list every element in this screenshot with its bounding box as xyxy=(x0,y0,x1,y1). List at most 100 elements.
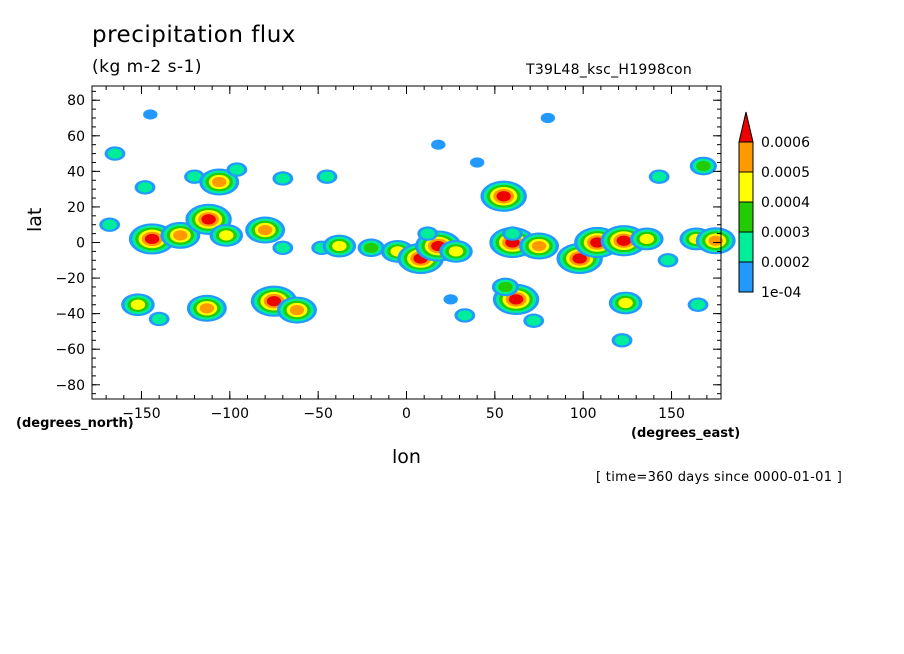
precip-cell xyxy=(608,291,643,315)
precip-cell xyxy=(695,227,736,255)
precip-contour xyxy=(219,230,234,241)
precip-contour xyxy=(319,171,335,182)
precip-contour xyxy=(431,139,446,150)
precip-contour xyxy=(229,164,245,175)
x-axis-units-label: (degrees_east) xyxy=(631,426,741,441)
x-tick-label: 100 xyxy=(570,406,597,422)
precip-cell xyxy=(245,216,286,244)
precip-cell xyxy=(611,333,633,348)
precip-cell xyxy=(316,169,338,184)
precip-contour xyxy=(151,313,167,325)
precip-contour xyxy=(187,171,202,182)
precip-cell xyxy=(104,146,126,161)
precip-contour xyxy=(363,242,379,253)
colorbar-swatch xyxy=(738,231,754,263)
precip-contour xyxy=(496,191,511,202)
precip-contour xyxy=(332,240,347,252)
precip-contour xyxy=(531,240,547,252)
y-tick-label: 40 xyxy=(67,164,85,180)
precip-contour xyxy=(616,235,632,246)
precip-contour xyxy=(257,224,273,236)
y-axis-label: lat xyxy=(24,207,46,232)
precip-contour xyxy=(102,219,117,230)
precip-contour xyxy=(173,230,188,241)
precip-contour xyxy=(708,235,723,246)
precip-contour xyxy=(266,296,282,307)
precip-contour xyxy=(143,109,158,120)
precip-contour xyxy=(618,297,633,309)
precip-cell xyxy=(209,223,244,247)
colorbar: 1e-04 0.0002 0.0003 0.0004 0.0005 0.0006 xyxy=(738,111,810,301)
precip-contour xyxy=(505,228,520,239)
precip-cell xyxy=(160,221,201,249)
x-tick-label: −100 xyxy=(211,406,249,422)
precip-cell xyxy=(519,232,560,260)
precip-contour xyxy=(275,173,291,184)
precip-cell xyxy=(148,311,170,327)
precip-cell xyxy=(272,171,294,186)
precip-contour xyxy=(443,294,458,305)
colorbar-swatch xyxy=(738,141,754,173)
precip-cell xyxy=(121,293,155,317)
precip-cell xyxy=(648,169,670,184)
precip-contour xyxy=(526,315,541,326)
precip-cell xyxy=(272,240,294,256)
y-tick-label: −40 xyxy=(55,307,85,323)
axes: −150 −100 −50 0 50 100 150 −80 −60 −40 −20 0 20 40 60 8… xyxy=(55,85,722,422)
precip-cell xyxy=(226,162,248,177)
precip-cell xyxy=(657,253,679,268)
precip-contour xyxy=(420,228,435,239)
y-tick-label: 0 xyxy=(76,236,85,252)
y-tick-label: −20 xyxy=(55,271,85,287)
precip-contour xyxy=(469,157,485,168)
precip-cell xyxy=(443,294,458,305)
precip-cell xyxy=(199,168,240,196)
colorbar-label: 0.0002 xyxy=(761,255,810,271)
precip-contour xyxy=(572,253,587,264)
precip-contour xyxy=(289,304,305,316)
y-tick-label: 60 xyxy=(67,129,85,145)
chart-units: (kg m-2 s-1) xyxy=(92,57,203,77)
precip-contour xyxy=(660,255,676,266)
precip-cell xyxy=(540,112,556,124)
precip-contour xyxy=(107,148,123,159)
precip-contour xyxy=(144,233,160,245)
precip-contour xyxy=(540,112,556,124)
x-tick-label: 150 xyxy=(658,406,685,422)
colorbar-label: 0.0006 xyxy=(761,135,810,151)
precip-cell xyxy=(502,226,523,241)
precip-contour xyxy=(137,182,153,193)
precip-cell xyxy=(454,308,476,323)
precip-contour xyxy=(498,281,513,293)
precip-cell xyxy=(276,296,317,324)
precip-cell xyxy=(480,180,527,212)
precip-contour xyxy=(275,242,291,253)
precip-cell xyxy=(431,139,446,150)
precip-cell xyxy=(134,180,156,195)
y-axis-units-label: (degrees_north) xyxy=(16,416,134,431)
colorbar-label: 1e-04 xyxy=(761,285,801,301)
precip-contour xyxy=(639,233,654,245)
time-label: [ time=360 days since 0000-01-01 ] xyxy=(596,470,843,485)
precip-cell xyxy=(99,217,121,232)
x-tick-label: 0 xyxy=(402,406,411,422)
colorbar-label: 0.0005 xyxy=(761,165,810,181)
precip-cell xyxy=(523,313,545,328)
colorbar-swatch xyxy=(738,261,754,293)
precip-cell xyxy=(687,297,709,312)
colorbar-label: 0.0004 xyxy=(761,195,810,211)
precip-contour xyxy=(212,176,227,188)
colorbar-label: 0.0003 xyxy=(761,225,810,241)
y-tick-label: 80 xyxy=(67,93,85,109)
precip-contour xyxy=(448,246,464,257)
precip-cell xyxy=(143,109,158,120)
precip-cell xyxy=(417,226,439,241)
colorbar-swatch xyxy=(738,171,754,203)
contour-fill-layer xyxy=(99,109,736,348)
precip-contour xyxy=(696,160,711,172)
precip-cell xyxy=(322,234,357,258)
colorbar-arrow xyxy=(738,111,754,143)
precip-cell xyxy=(469,157,485,168)
precip-contour xyxy=(130,299,146,310)
precip-contour xyxy=(614,335,630,346)
